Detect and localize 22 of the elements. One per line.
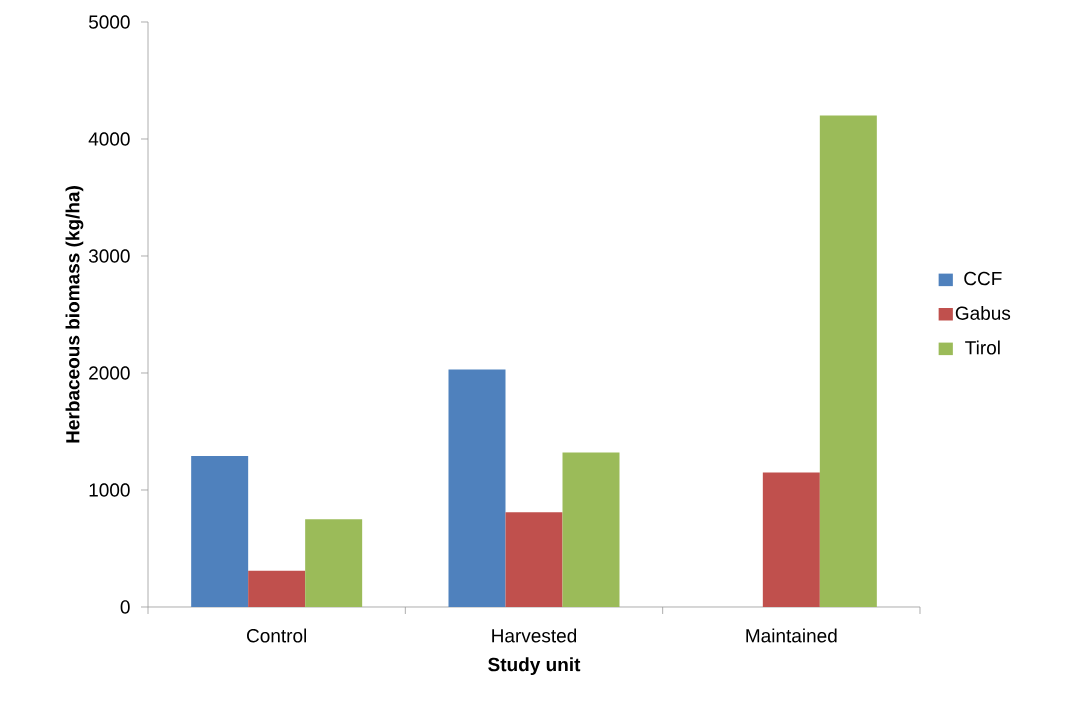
- x-tick-label: Harvested: [492, 628, 577, 643]
- bar: [819, 115, 877, 607]
- x-tick-label: Control: [247, 628, 307, 643]
- bar: [448, 369, 506, 607]
- y-tick-label: 1000: [89, 483, 130, 497]
- y-tick-label: 5000: [88, 15, 130, 29]
- bar: [248, 570, 306, 607]
- bar: [191, 456, 249, 607]
- legend-label: Tirol: [965, 340, 1000, 355]
- x-tick-label: Maintained: [746, 628, 837, 643]
- y-tick-label: 3000: [88, 249, 130, 263]
- y-tick-label: 2000: [89, 366, 130, 380]
- bar: [305, 519, 363, 607]
- legend-label: Gabus: [955, 305, 1011, 320]
- y-axis-title: Herbaceous biomass (kg/ha): [65, 186, 84, 443]
- legend-label: CCF: [964, 271, 1002, 286]
- y-tick-label: 4000: [88, 132, 130, 146]
- bar: [505, 512, 563, 607]
- bar: [562, 452, 620, 607]
- x-axis-title: Study unit: [488, 657, 581, 676]
- bar: [762, 472, 820, 607]
- y-tick-label: 0: [120, 600, 130, 614]
